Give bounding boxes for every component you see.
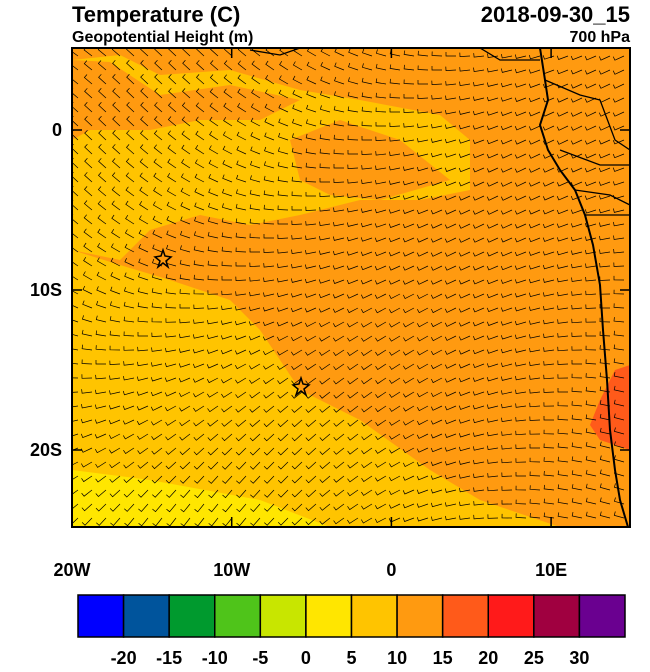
title: Temperature (C) [72, 2, 240, 27]
x-tick-label: 20W [53, 560, 90, 580]
station-marker [153, 247, 311, 398]
map-area [72, 48, 630, 527]
colorbar-label: 25 [524, 648, 544, 667]
colorbar-label: 5 [346, 648, 356, 667]
colorbar-label: 15 [433, 648, 453, 667]
x-tick-label: 10W [213, 560, 250, 580]
colorbar-swatch [122, 594, 170, 638]
colorbar-label: 0 [301, 648, 311, 667]
colorbar-swatch [77, 594, 125, 638]
colorbar-swatch [305, 594, 353, 638]
colorbar-swatch [533, 594, 581, 638]
wind-barbs [72, 48, 625, 527]
colorbar-label: -15 [156, 648, 182, 667]
colorbar-label: -10 [202, 648, 228, 667]
colorbar-swatch [396, 594, 444, 638]
colorbar-label: 10 [387, 648, 407, 667]
hot-zone [590, 365, 630, 450]
axis-ticks: 20W 10W 0 10E 0 10S 20S [30, 48, 630, 580]
pressure-level: 700 hPa [570, 29, 631, 46]
y-tick-label: 10S [30, 280, 62, 300]
warm-zone [72, 60, 300, 140]
cool-zone [72, 470, 330, 527]
borders [249, 48, 630, 216]
colorbar-swatch [441, 594, 489, 638]
colorbar-label: -5 [252, 648, 268, 667]
subtitle: Geopotential Height (m) [72, 29, 253, 46]
map-frame [71, 47, 631, 528]
colorbar-swatch [578, 594, 626, 638]
colorbar-label: 20 [478, 648, 498, 667]
y-tick-label: 0 [52, 120, 62, 140]
colorbar-swatch [259, 594, 307, 638]
colorbar-label: 30 [569, 648, 589, 667]
warm-zone [72, 250, 560, 527]
colorbar-swatch [487, 594, 535, 638]
valid-time: 2018-09-30_15 [481, 2, 630, 27]
colorbar-swatch [350, 594, 398, 638]
colorbar: -20 -15 -10 -5 0 5 10 15 20 25 30 [77, 594, 626, 668]
x-tick-label: 10E [535, 560, 567, 580]
x-tick-label: 0 [386, 560, 396, 580]
coastline [538, 48, 629, 527]
colorbar-label: -20 [111, 648, 137, 667]
y-tick-label: 20S [30, 440, 62, 460]
colorbar-swatch [168, 594, 216, 638]
colorbar-swatch [214, 594, 262, 638]
